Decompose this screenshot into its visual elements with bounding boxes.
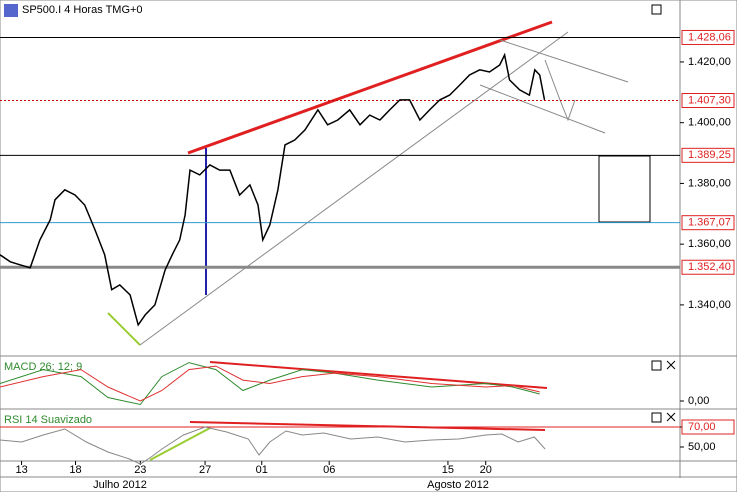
line-series: [0, 362, 540, 406]
y-tick-label: 1.400,00: [688, 117, 731, 129]
trend-line: [139, 31, 569, 346]
level-label: 1.352,40: [688, 261, 731, 273]
level-box: [681, 29, 735, 45]
icon: [4, 4, 18, 17]
x-tick-label: 15: [442, 464, 454, 476]
line-series: [0, 52, 546, 327]
month-label: Julho 2012: [93, 479, 147, 491]
trend-line: [149, 427, 211, 461]
x-tick-label: 01: [256, 464, 268, 476]
level-box: [681, 215, 735, 231]
trend-line: [499, 39, 629, 83]
y-tick-label: 70,00: [688, 421, 716, 433]
y-tick-label: 1.420,00: [688, 56, 731, 68]
level-box: [681, 259, 735, 275]
level-box: [681, 147, 735, 163]
month-label: Agosto 2012: [427, 479, 489, 491]
drawings: [4, 4, 676, 461]
close-button[interactable]: [666, 360, 676, 422]
y-tick-label: 50,00: [688, 441, 716, 453]
x-tick-label: 06: [323, 464, 335, 476]
x-tick-label: 20: [480, 464, 492, 476]
window-button[interactable]: [651, 4, 662, 15]
x-tick-label: 13: [15, 464, 27, 476]
window-button[interactable]: [651, 360, 662, 371]
trend-line: [544, 59, 576, 122]
panel-title: SP500.I 4 Horas TMG+0: [22, 4, 143, 16]
level-box: [681, 93, 735, 109]
y-tick-label: 0,00: [688, 395, 709, 407]
box: [598, 155, 651, 223]
panel-title: RSI 14 Suavizado: [4, 414, 92, 426]
x-tick-label: 23: [134, 464, 146, 476]
level-label: 1.428,06: [688, 31, 731, 43]
line-series: [0, 426, 546, 465]
line-series: [0, 365, 540, 402]
level-label: 1.367,07: [688, 217, 731, 229]
x-tick-label: 18: [69, 464, 81, 476]
x-tick-label: 27: [199, 464, 211, 476]
level-label: 1.407,30: [688, 94, 731, 106]
trend-line: [189, 421, 546, 431]
panel-title: MACD 26; 12; 9: [4, 361, 82, 373]
trend-line: [187, 20, 553, 155]
y-tick-label: 1.380,00: [688, 177, 731, 189]
y-tick-label: 1.360,00: [688, 238, 731, 250]
y-tick-label: 1.340,00: [688, 299, 731, 311]
window-button[interactable]: [651, 412, 662, 423]
tick-box: [681, 419, 735, 435]
trend-line: [479, 84, 606, 134]
level-label: 1.389,25: [688, 149, 731, 161]
trend-line: [107, 312, 141, 346]
